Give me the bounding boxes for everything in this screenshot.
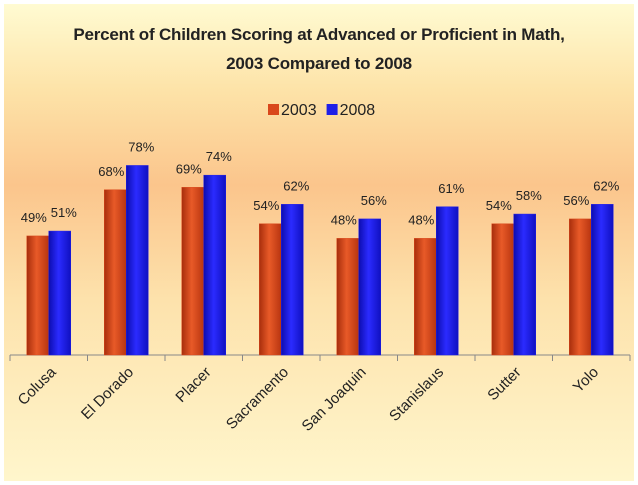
data-label: 49% [21, 210, 47, 225]
bar [358, 218, 381, 356]
bar [104, 189, 127, 356]
data-label: 54% [253, 198, 279, 213]
bar [336, 238, 359, 356]
x-tick-label: San Joaquin [299, 364, 370, 435]
data-label: 61% [438, 181, 464, 196]
data-label: 62% [593, 178, 619, 193]
data-label: 56% [361, 193, 387, 208]
bar [126, 165, 149, 356]
bar [569, 218, 592, 356]
x-tick-label: Yolo [570, 364, 602, 396]
data-label: 74% [206, 149, 232, 164]
legend-label: 2008 [340, 102, 376, 119]
legend-label: 2003 [281, 102, 317, 119]
data-label: 48% [408, 212, 434, 227]
bar [26, 235, 49, 356]
data-label: 56% [563, 193, 589, 208]
x-tick-label: El Dorado [78, 364, 137, 423]
data-label: 68% [98, 164, 124, 179]
bar [491, 223, 514, 356]
data-label: 48% [331, 212, 357, 227]
data-label: 69% [176, 161, 202, 176]
x-tick-label: Placer [172, 364, 214, 406]
x-tick-label: Sutter [484, 364, 524, 404]
bar [513, 213, 536, 356]
legend-swatch [326, 104, 338, 115]
bar [591, 204, 614, 356]
legend-swatch [268, 104, 279, 115]
bar [48, 230, 71, 356]
data-label: 78% [128, 139, 154, 154]
bar [414, 238, 437, 356]
bar [203, 174, 226, 356]
chart-title: Percent of Children Scoring at Advanced … [73, 25, 565, 73]
bar [181, 187, 204, 356]
data-label: 54% [486, 198, 512, 213]
bar [259, 223, 282, 356]
bar [281, 204, 304, 356]
data-label: 58% [516, 188, 542, 203]
data-label: 51% [51, 205, 77, 220]
x-tick-label: Stanislaus [386, 364, 447, 425]
data-label: 62% [283, 178, 309, 193]
x-tick-label: Sacramento [223, 364, 292, 433]
x-tick-label: Colusa [15, 363, 61, 409]
bar [436, 206, 459, 356]
